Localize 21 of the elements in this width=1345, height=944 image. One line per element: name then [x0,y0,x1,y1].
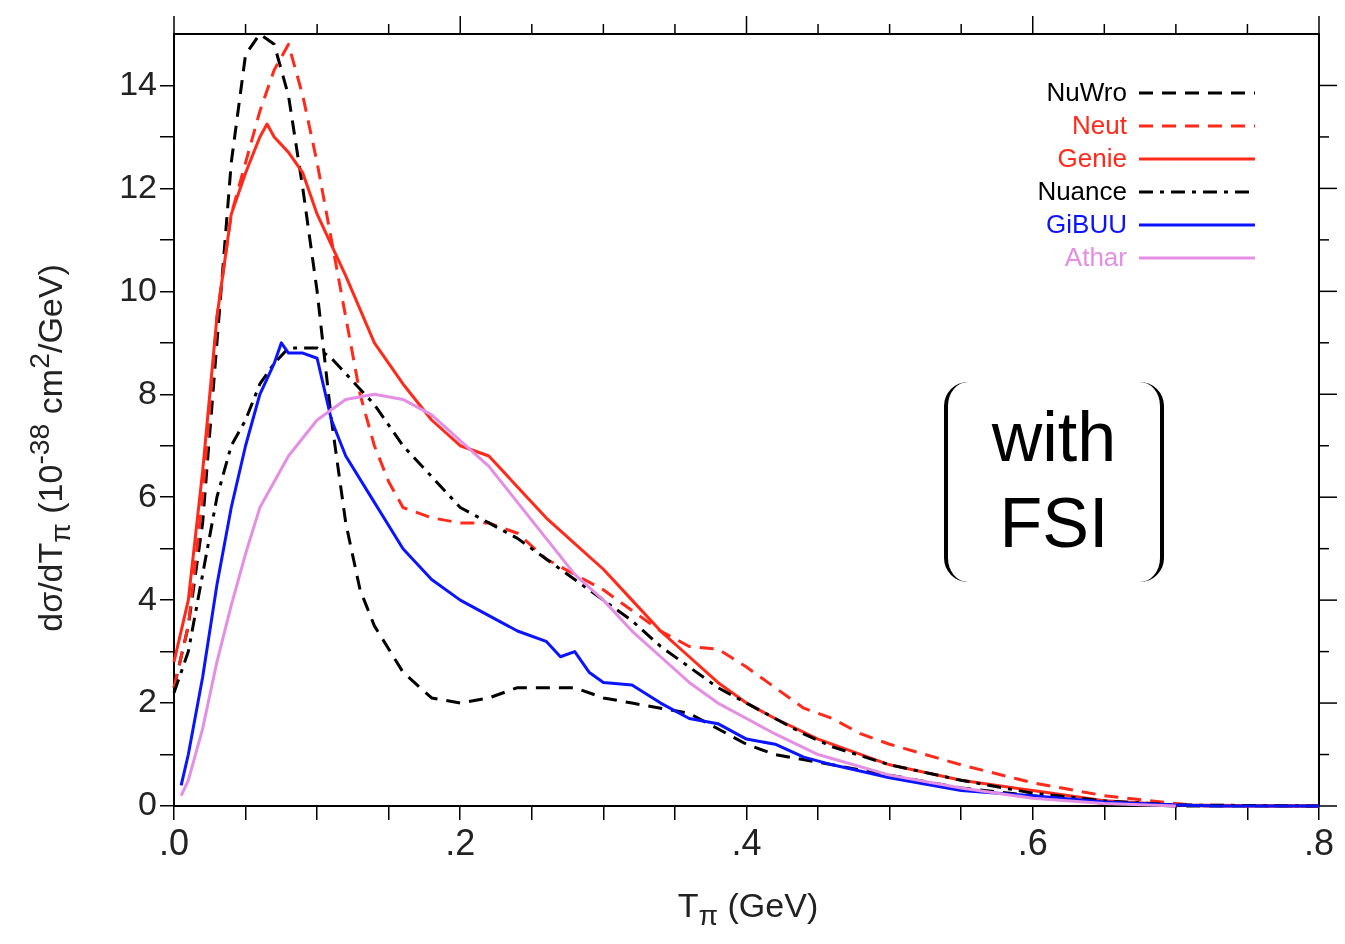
x-tick-label: .8 [1303,821,1334,863]
y-tick-label: 2 [138,681,157,720]
x-tick-label: .0 [158,821,190,863]
x-tick-label: .2 [445,821,476,863]
y-tick-label: 14 [119,63,157,102]
x-axis-title: T$_{π}$ (GeV) [677,886,819,932]
legend-label: Genie [1057,143,1127,173]
y-tick-label: 6 [138,475,157,514]
legend-label: Athar [1064,242,1127,272]
y-tick-label: 0 [138,784,157,823]
legend-label: Nuance [1037,176,1127,206]
y-tick-label: 4 [138,578,157,617]
legend-label: NuWro [1046,77,1127,107]
x-tick-label: .6 [1017,821,1048,863]
legend-label: Neut [1072,110,1127,140]
y-tick-label: 10 [119,269,157,308]
annotation: with FSI [990,397,1118,564]
legend-label: GiBUU [1046,209,1127,239]
y-tick-label: 8 [138,372,157,411]
y-tick-label: 12 [119,166,157,205]
x-tick-label: .4 [731,821,762,863]
